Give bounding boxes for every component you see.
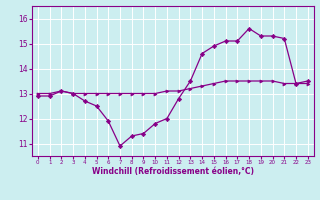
X-axis label: Windchill (Refroidissement éolien,°C): Windchill (Refroidissement éolien,°C) (92, 167, 254, 176)
